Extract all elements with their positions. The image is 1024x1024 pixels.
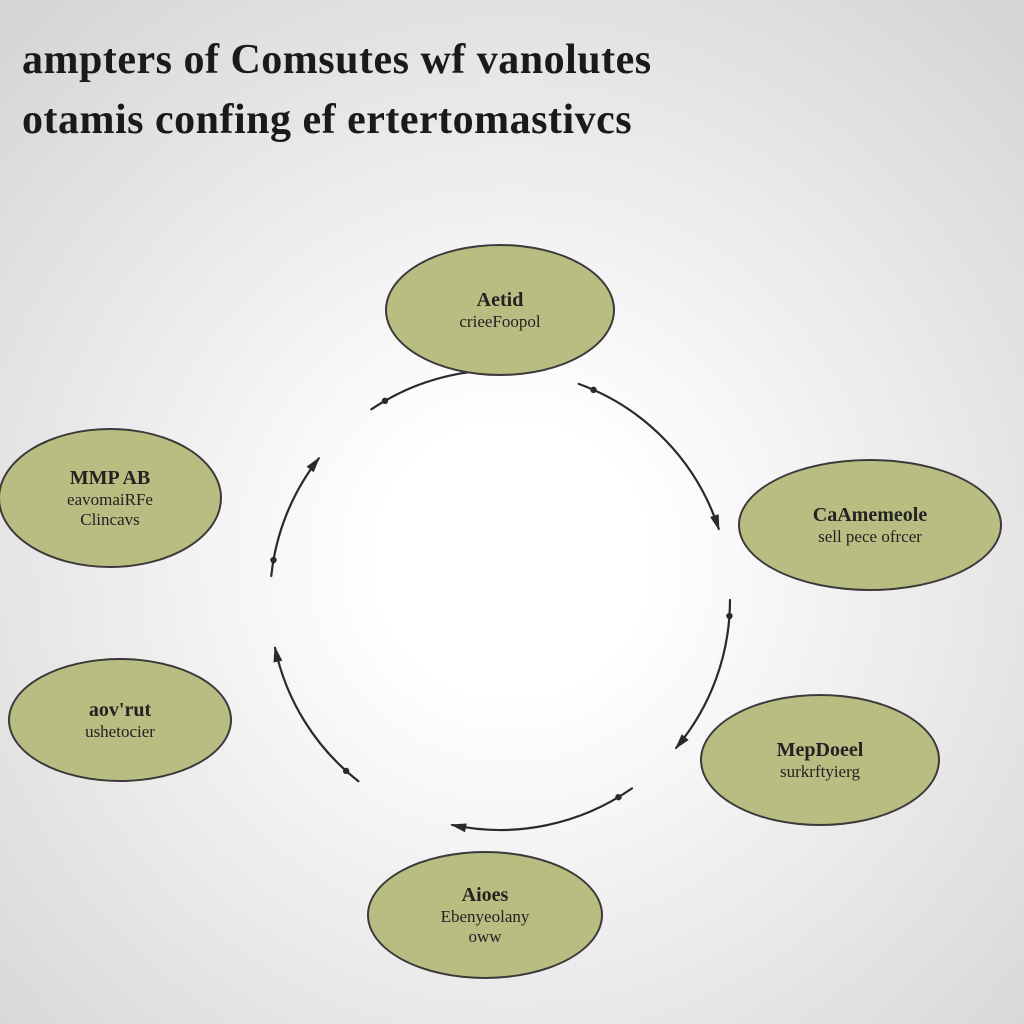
cycle-node-right-upper: CaAmemeolesell pece ofrcer: [738, 459, 1002, 591]
cycle-node-label: Ebenyeolany: [441, 907, 530, 927]
cycle-arc-dot: [590, 387, 596, 393]
cycle-node-label: CaAmemeole: [813, 503, 927, 527]
cycle-node-bottom: AioesEbenyeolanyoww: [367, 851, 603, 979]
cycle-arrowhead: [675, 734, 689, 749]
cycle-arc: [452, 788, 632, 830]
cycle-node-top: AetidcrieeFoopol: [385, 244, 615, 376]
cycle-node-left-upper: MMP ABeavomaiRFeClincavs: [0, 428, 222, 568]
cycle-node-right-lower: MepDoeelsurkrftyierg: [700, 694, 940, 826]
cycle-node-label: oww: [468, 927, 501, 947]
cycle-node-left-lower: aov'rutushetocier: [8, 658, 232, 782]
cycle-node-label: crieeFoopol: [459, 312, 540, 332]
cycle-arc-dot: [615, 794, 621, 800]
title-line-2: otamis confing ef ertertomastivcs: [22, 96, 1024, 144]
cycle-arc: [271, 458, 318, 576]
cycle-node-label: eavomaiRFe: [67, 490, 153, 510]
cycle-arc: [579, 384, 719, 529]
cycle-arc-dot: [726, 613, 732, 619]
cycle-node-label: MepDoeel: [777, 738, 864, 762]
cycle-node-label: surkrftyierg: [780, 762, 860, 782]
title-line-1: ampters of Comsutes wf vanolutes: [22, 36, 1024, 84]
cycle-arc-dot: [270, 557, 276, 563]
cycle-node-label: Aioes: [462, 883, 509, 907]
cycle-node-label: ushetocier: [85, 722, 155, 742]
cycle-arrowhead: [307, 457, 320, 472]
cycle-node-label: sell pece ofrcer: [818, 527, 922, 547]
cycle-arrowhead: [450, 823, 467, 832]
cycle-node-label: MMP AB: [70, 466, 151, 490]
cycle-arrowhead: [710, 514, 719, 531]
cycle-node-label: Clincavs: [80, 510, 140, 530]
cycle-node-label: aov'rut: [89, 698, 151, 722]
cycle-arc-dot: [343, 768, 349, 774]
diagram-canvas: ampters of Comsutes wf vanolutes otamis …: [0, 0, 1024, 1024]
cycle-arc-dot: [382, 398, 388, 404]
cycle-node-label: Aetid: [477, 288, 524, 312]
cycle-arc: [275, 648, 358, 781]
cycle-arrowhead: [274, 646, 283, 663]
cycle-arc: [371, 370, 532, 409]
